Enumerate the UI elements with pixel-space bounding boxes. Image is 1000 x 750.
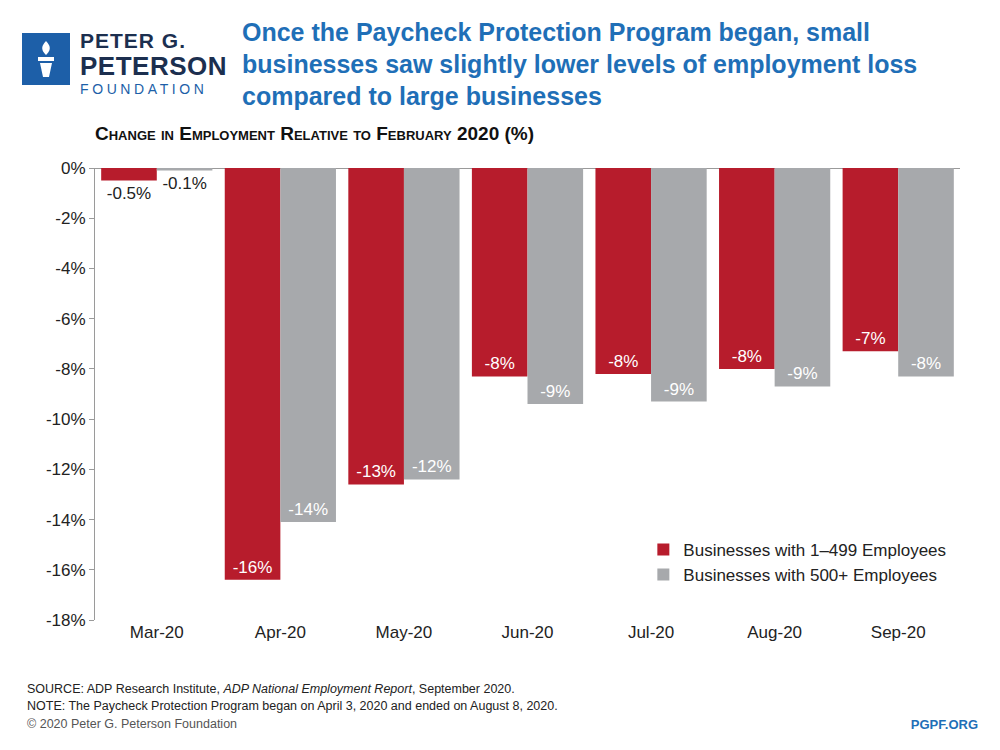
svg-text:-9%: -9% — [540, 382, 570, 401]
svg-text:-0.5%: -0.5% — [107, 184, 151, 203]
svg-text:Apr-20: Apr-20 — [255, 623, 306, 642]
svg-text:-16%: -16% — [46, 561, 86, 580]
svg-text:-8%: -8% — [55, 360, 85, 379]
svg-text:-0.1%: -0.1% — [162, 174, 206, 193]
svg-text:-8%: -8% — [732, 347, 762, 366]
svg-text:Mar-20: Mar-20 — [130, 623, 184, 642]
html-text:PETER G.: PETER G. — [80, 29, 186, 52]
html-text:SOURCE: ADP Research Institute: SOURCE: ADP Research Institute, ADP Nati… — [27, 682, 515, 696]
html-text:PETERSON: PETERSON — [80, 51, 227, 81]
svg-text:-12%: -12% — [412, 457, 452, 476]
svg-text:-6%: -6% — [55, 310, 85, 329]
svg-text:Jun-20: Jun-20 — [502, 623, 554, 642]
svg-text:-4%: -4% — [55, 259, 85, 278]
svg-text:-14%: -14% — [46, 511, 86, 530]
svg-text:-12%: -12% — [46, 460, 86, 479]
svg-text:-8%: -8% — [911, 354, 941, 373]
html-text:© 2020 Peter G. Peterson Found: © 2020 Peter G. Peterson Foundation — [27, 717, 237, 731]
svg-text:-2%: -2% — [55, 209, 85, 228]
svg-text:0%: 0% — [61, 159, 86, 178]
svg-text:-18%: -18% — [46, 611, 86, 630]
svg-text:-8%: -8% — [485, 354, 515, 373]
html-text:FOUNDATION: FOUNDATION — [80, 81, 208, 97]
svg-text:-14%: -14% — [288, 500, 328, 519]
html-text:Once the Paycheck Protection P: Once the Paycheck Protection Program beg… — [242, 18, 918, 110]
svg-text:-13%: -13% — [356, 462, 396, 481]
svg-text:-9%: -9% — [787, 364, 817, 383]
svg-text:-16%: -16% — [233, 558, 273, 577]
svg-text:-7%: -7% — [855, 329, 885, 348]
svg-text:-10%: -10% — [46, 410, 86, 429]
svg-text:Jul-20: Jul-20 — [628, 623, 674, 642]
svg-text:Businesses with 1–499 Employee: Businesses with 1–499 Employees — [683, 541, 946, 560]
svg-text:May-20: May-20 — [376, 623, 433, 642]
svg-text:Businesses with 500+ Employees: Businesses with 500+ Employees — [683, 566, 937, 585]
html-text:NOTE: The Paycheck Protection: NOTE: The Paycheck Protection Program be… — [27, 699, 558, 713]
svg-text:Change in Employment Relative: Change in Employment Relative to Februar… — [95, 123, 534, 144]
html-text:PGPF.ORG: PGPF.ORG — [910, 717, 978, 732]
svg-text:Sep-20: Sep-20 — [871, 623, 926, 642]
svg-text:-9%: -9% — [664, 380, 694, 399]
svg-text:-8%: -8% — [608, 352, 638, 371]
svg-text:Aug-20: Aug-20 — [747, 623, 802, 642]
